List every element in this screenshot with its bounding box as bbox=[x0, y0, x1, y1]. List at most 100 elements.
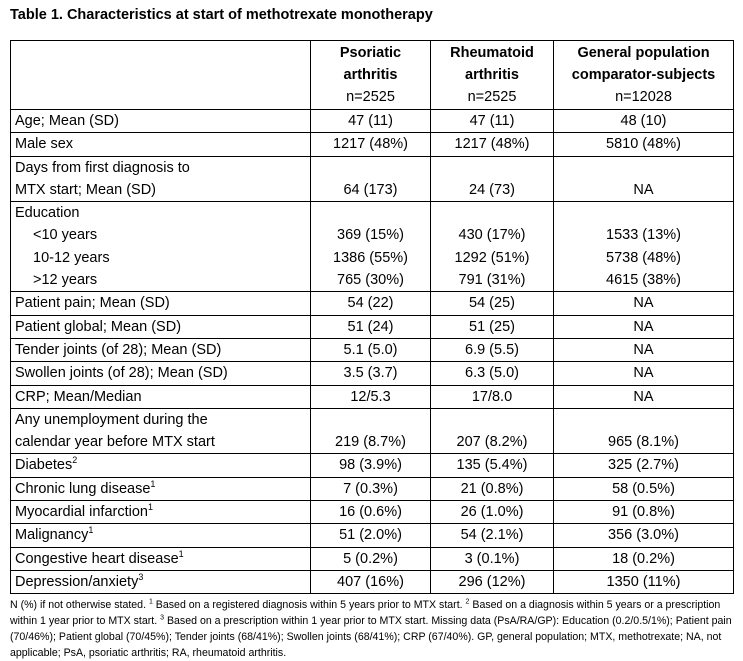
table-row: Chronic lung disease1 7 (0.3%) 21 (0.8%) 58… bbox=[10, 476, 734, 502]
superscript: 1 bbox=[148, 598, 153, 606]
column-n: n=12028 bbox=[615, 89, 672, 105]
footnote-text: N (%) if not otherwise stated. bbox=[10, 599, 149, 611]
superscript: 3 bbox=[160, 614, 165, 622]
value-cell: NA bbox=[553, 291, 734, 316]
label-cell: Patient pain; Mean (SD) bbox=[10, 291, 311, 316]
value-cell: 47 (11) bbox=[430, 108, 554, 134]
value-cell: 54 (22) bbox=[310, 291, 431, 316]
table-row: CRP; Mean/Median 12/5.3 17/8.0 NA bbox=[10, 384, 734, 409]
sub-label-cell: <10 years bbox=[10, 224, 311, 247]
value-cell: 12/5.3 bbox=[310, 384, 431, 409]
header-row: Psoriatic arthritis n=2525 Rheumatoid arthri… bbox=[10, 40, 734, 110]
table-row: >12 years 765 (30%) 791 (31%) 4615 (38%) bbox=[10, 269, 734, 293]
header-cell: Psoriatic arthritis n=2525 bbox=[310, 40, 431, 110]
row-label: Swollen joints (of 28); Mean (SD) bbox=[15, 365, 228, 382]
footnote-text: Based on a registered diagnosis within 5… bbox=[152, 599, 466, 611]
value-cell: 791 (31%) bbox=[430, 269, 554, 293]
superscript: 1 bbox=[88, 525, 94, 536]
value-cell: 16 (0.6%) bbox=[310, 500, 431, 525]
value-cell: 5810 (48%) bbox=[553, 132, 734, 157]
footnote-text: Based on a diagnosis within 5 years or a… bbox=[10, 599, 721, 627]
header-cell bbox=[10, 40, 311, 110]
row-label: Days from first diagnosis to bbox=[15, 159, 190, 176]
row-label: Tender joints (of 28); Mean (SD) bbox=[15, 341, 222, 358]
value-cell: 3.5 (3.7) bbox=[310, 361, 431, 386]
row-label: Malignancy bbox=[15, 527, 89, 544]
value-cell: 5.1 (5.0) bbox=[310, 337, 431, 363]
column-name: Rheumatoid bbox=[450, 45, 534, 61]
row-label: Diabetes bbox=[15, 457, 73, 474]
label-cell: Patient global; Mean (SD) bbox=[10, 314, 311, 339]
sub-label-cell: >12 years bbox=[10, 269, 311, 293]
superscript: 2 bbox=[465, 598, 470, 606]
value-cell: 17/8.0 bbox=[430, 384, 554, 409]
value-cell: 51 (2.0%) bbox=[310, 523, 431, 548]
row-label: Patient pain; Mean (SD) bbox=[15, 295, 170, 312]
value-cell: 1217 (48%) bbox=[310, 132, 431, 157]
value-cell: 47 (11) bbox=[310, 108, 431, 134]
value-cell: 965 (8.1%) bbox=[553, 407, 734, 455]
superscript: 1 bbox=[150, 478, 156, 489]
value-cell: 4615 (38%) bbox=[553, 269, 734, 293]
row-label: Congestive heart disease bbox=[15, 550, 179, 567]
row-label: CRP; Mean/Median bbox=[15, 388, 142, 405]
row-label: Patient global; Mean (SD) bbox=[15, 318, 182, 335]
superscript: 2 bbox=[72, 455, 78, 466]
value-cell: 325 (2.7%) bbox=[553, 453, 734, 478]
table-row: Patient pain; Mean (SD) 54 (22) 54 (25) NA bbox=[10, 291, 734, 316]
value-cell bbox=[430, 201, 554, 225]
column-n: n=2525 bbox=[467, 89, 517, 105]
value-cell: 98 (3.9%) bbox=[310, 453, 431, 478]
value-cell: 1533 (13%) bbox=[553, 224, 734, 247]
value-cell: 407 (16%) bbox=[310, 569, 431, 595]
table-row: Myocardial infarction1 16 (0.6%) 26 (1.0%)… bbox=[10, 500, 734, 525]
value-cell: 135 (5.4%) bbox=[430, 453, 554, 478]
value-cell: 51 (25) bbox=[430, 314, 554, 339]
column-name: arthritis bbox=[465, 67, 519, 83]
value-cell: 5 (0.2%) bbox=[310, 546, 431, 571]
value-cell: 51 (24) bbox=[310, 314, 431, 339]
value-cell: 5738 (48%) bbox=[553, 246, 734, 270]
label-cell: Male sex bbox=[10, 132, 311, 157]
value-cell: 7 (0.3%) bbox=[310, 476, 431, 502]
table-row: Congestive heart disease1 5 (0.2%) 3 (0.1%… bbox=[10, 546, 734, 571]
footnote: N (%) if not otherwise stated. 1 Based o… bbox=[10, 597, 735, 661]
table-row: Diabetes2 98 (3.9%) 135 (5.4%) 325 (2.7%) bbox=[10, 453, 734, 478]
value-cell: 369 (15%) bbox=[310, 224, 431, 247]
table-row: Days from first diagnosis to MTX start; M… bbox=[10, 155, 734, 203]
value-cell: 26 (1.0%) bbox=[430, 500, 554, 525]
value-cell: 18 (0.2%) bbox=[553, 546, 734, 571]
value-cell: 356 (3.0%) bbox=[553, 523, 734, 548]
value-cell: 1350 (11%) bbox=[553, 569, 734, 595]
value-cell: 219 (8.7%) bbox=[310, 407, 431, 455]
value-cell: NA bbox=[553, 314, 734, 339]
label-cell: Depression/anxiety3 bbox=[10, 569, 311, 595]
header-cell: General population comparator-subjects n=1… bbox=[553, 40, 734, 110]
value-cell bbox=[553, 201, 734, 225]
value-cell: 1292 (51%) bbox=[430, 246, 554, 270]
value-cell: NA bbox=[553, 384, 734, 409]
label-cell: Malignancy1 bbox=[10, 523, 311, 548]
table-row: Malignancy1 51 (2.0%) 54 (2.1%) 356 (3.0%) bbox=[10, 523, 734, 548]
label-cell: Any unemployment during the calendar year… bbox=[10, 407, 311, 455]
value-cell: 1217 (48%) bbox=[430, 132, 554, 157]
value-cell: 64 (173) bbox=[310, 155, 431, 203]
label-cell: Age; Mean (SD) bbox=[10, 108, 311, 134]
label-cell: Diabetes2 bbox=[10, 453, 311, 478]
value-cell: 3 (0.1%) bbox=[430, 546, 554, 571]
value-cell: NA bbox=[553, 337, 734, 363]
page: {"title": "Table 1. Characteristics at s… bbox=[10, 7, 734, 659]
table-row: Any unemployment during the calendar year… bbox=[10, 407, 734, 455]
value-cell: 765 (30%) bbox=[310, 269, 431, 293]
value-cell: 1386 (55%) bbox=[310, 246, 431, 270]
column-name: arthritis bbox=[343, 67, 398, 83]
value-cell: 91 (0.8%) bbox=[553, 500, 734, 525]
column-name: Psoriatic bbox=[339, 45, 402, 61]
value-cell: 48 (10) bbox=[553, 108, 734, 134]
table-row: Age; Mean (SD) 47 (11) 47 (11) 48 (10) bbox=[10, 108, 734, 134]
column-name: comparator-subjects bbox=[571, 67, 716, 83]
row-label: Age; Mean (SD) bbox=[15, 113, 119, 129]
label-cell: Swollen joints (of 28); Mean (SD) bbox=[10, 361, 311, 386]
column-name: General population bbox=[577, 45, 710, 61]
superscript: 1 bbox=[178, 548, 184, 559]
